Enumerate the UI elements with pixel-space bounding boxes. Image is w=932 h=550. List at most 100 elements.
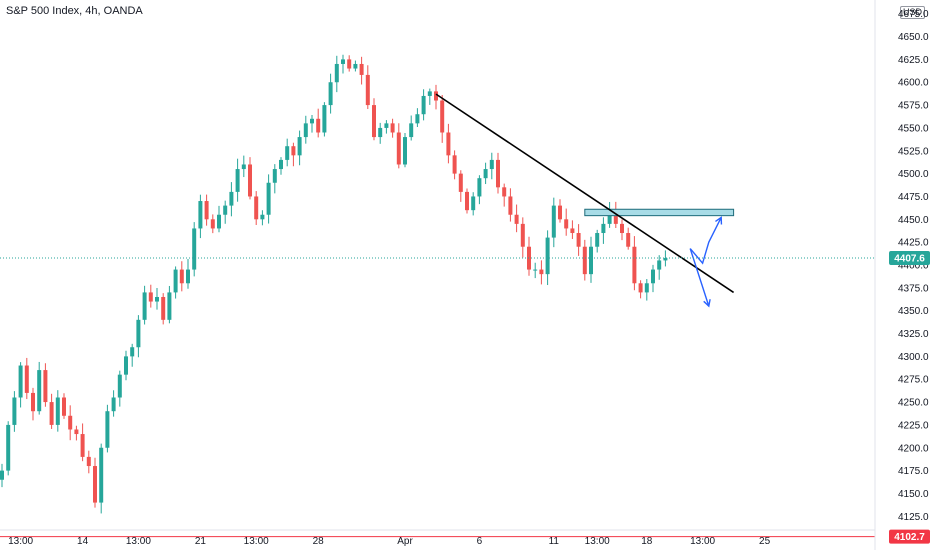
candle-up [0, 470, 4, 480]
candle-down [62, 397, 66, 416]
candle-down [148, 292, 153, 302]
candle-down [161, 296, 166, 320]
price-tick-label: 4200.0 [898, 443, 929, 454]
candle-down [638, 283, 643, 293]
candle-up [217, 214, 221, 229]
candle-up [341, 59, 345, 64]
candle-down [210, 219, 215, 229]
candle-down [626, 233, 631, 247]
candle-down [582, 246, 587, 275]
candle-down [570, 228, 575, 234]
candle-up [489, 159, 494, 170]
price-tick-label: 4150.0 [898, 489, 929, 500]
price-tags: 4407.6 4102.7 [889, 251, 930, 544]
candle-up [310, 118, 314, 124]
candles-layer [0, 54, 668, 514]
trendline [435, 93, 735, 294]
price-axis[interactable]: 4125.0 4150.0 4175.0 4200.0 4225.0 4250.0 4275… [898, 9, 929, 523]
candle-up [235, 169, 240, 192]
candle-down [539, 269, 544, 275]
candle-up [607, 210, 612, 224]
price-tag-box [889, 529, 930, 544]
candle-down [396, 132, 401, 165]
candle-down [74, 429, 79, 435]
candle-up [136, 319, 141, 348]
time-tick-label: 13:00 [690, 536, 715, 547]
candle-down [514, 214, 519, 224]
candle-down [372, 105, 376, 138]
candle-down [564, 219, 569, 229]
candle-up [533, 269, 538, 271]
time-tick-label: 13:00 [244, 536, 269, 547]
candle-up [18, 365, 23, 398]
projection-arrow [689, 248, 710, 307]
candle-up [142, 292, 147, 320]
time-axis[interactable]: 13:00 14 13:00 21 13:00 28 Apr 6 11 13:00 18 13:00 2… [8, 536, 771, 547]
price-tick-label: 4400.0 [898, 261, 929, 272]
price-tick-label: 4225.0 [898, 420, 929, 431]
candle-down [93, 466, 97, 503]
candle-down [204, 201, 209, 220]
candle-down [440, 100, 445, 133]
candle-down [248, 164, 252, 197]
candle-down [179, 269, 184, 284]
candle-up [260, 214, 265, 220]
price-tag-label: 4102.7 [894, 532, 925, 543]
candle-down [291, 146, 296, 156]
candle-up [12, 397, 17, 425]
candle-down [24, 365, 29, 393]
price-tick-label: 4625.0 [898, 55, 929, 66]
price-tick-label: 4325.0 [898, 329, 929, 340]
time-tick-label: 21 [195, 536, 207, 547]
time-tick-label: 6 [477, 536, 483, 547]
candle-down [316, 118, 321, 133]
candle-up [334, 63, 339, 83]
price-tick-label: 4675.0 [898, 9, 929, 20]
price-tick-label: 4275.0 [898, 375, 929, 386]
price-tag-box [889, 251, 930, 266]
candle-up [186, 269, 190, 284]
candle-up [328, 82, 333, 106]
candle-up [663, 258, 668, 261]
candle-down [496, 159, 500, 188]
candle-down [254, 196, 259, 220]
candle-up [285, 146, 290, 160]
candle-down [434, 91, 438, 101]
candle-down [80, 434, 85, 457]
price-tick-label: 4250.0 [898, 398, 929, 409]
candle-up [545, 237, 550, 275]
drawings-layer [0, 93, 875, 308]
candle-down [359, 63, 364, 75]
candle-down [508, 196, 513, 215]
candle-up [651, 269, 655, 284]
price-tick-label: 4650.0 [898, 32, 929, 43]
candle-up [223, 205, 228, 215]
time-tick-label: 13:00 [585, 536, 610, 547]
candle-up [427, 91, 432, 96]
candle-up [409, 123, 414, 138]
currency-badge[interactable]: USD [900, 6, 926, 19]
time-tick-label: 28 [313, 536, 325, 547]
time-tick-label: 25 [759, 536, 771, 547]
candle-up [384, 123, 389, 128]
candle-up [155, 296, 159, 302]
candle-down [502, 187, 507, 197]
price-tick-label: 4350.0 [898, 306, 929, 317]
candle-up [279, 159, 283, 170]
candle-up [644, 283, 649, 293]
price-tag-label: 4407.6 [894, 254, 925, 265]
candle-up [105, 411, 110, 448]
candle-up [37, 370, 42, 412]
price-tick-label: 4525.0 [898, 146, 929, 157]
candle-down [49, 402, 54, 425]
candle-down [390, 123, 395, 133]
price-tick-label: 4575.0 [898, 101, 929, 112]
candle-up [55, 397, 60, 425]
candle-up [595, 233, 600, 247]
projection-arrow [689, 217, 722, 265]
price-tick-label: 4425.0 [898, 238, 929, 249]
candle-up [477, 178, 482, 197]
price-tick-label: 4175.0 [898, 466, 929, 477]
time-tick-label: 13:00 [8, 536, 33, 547]
